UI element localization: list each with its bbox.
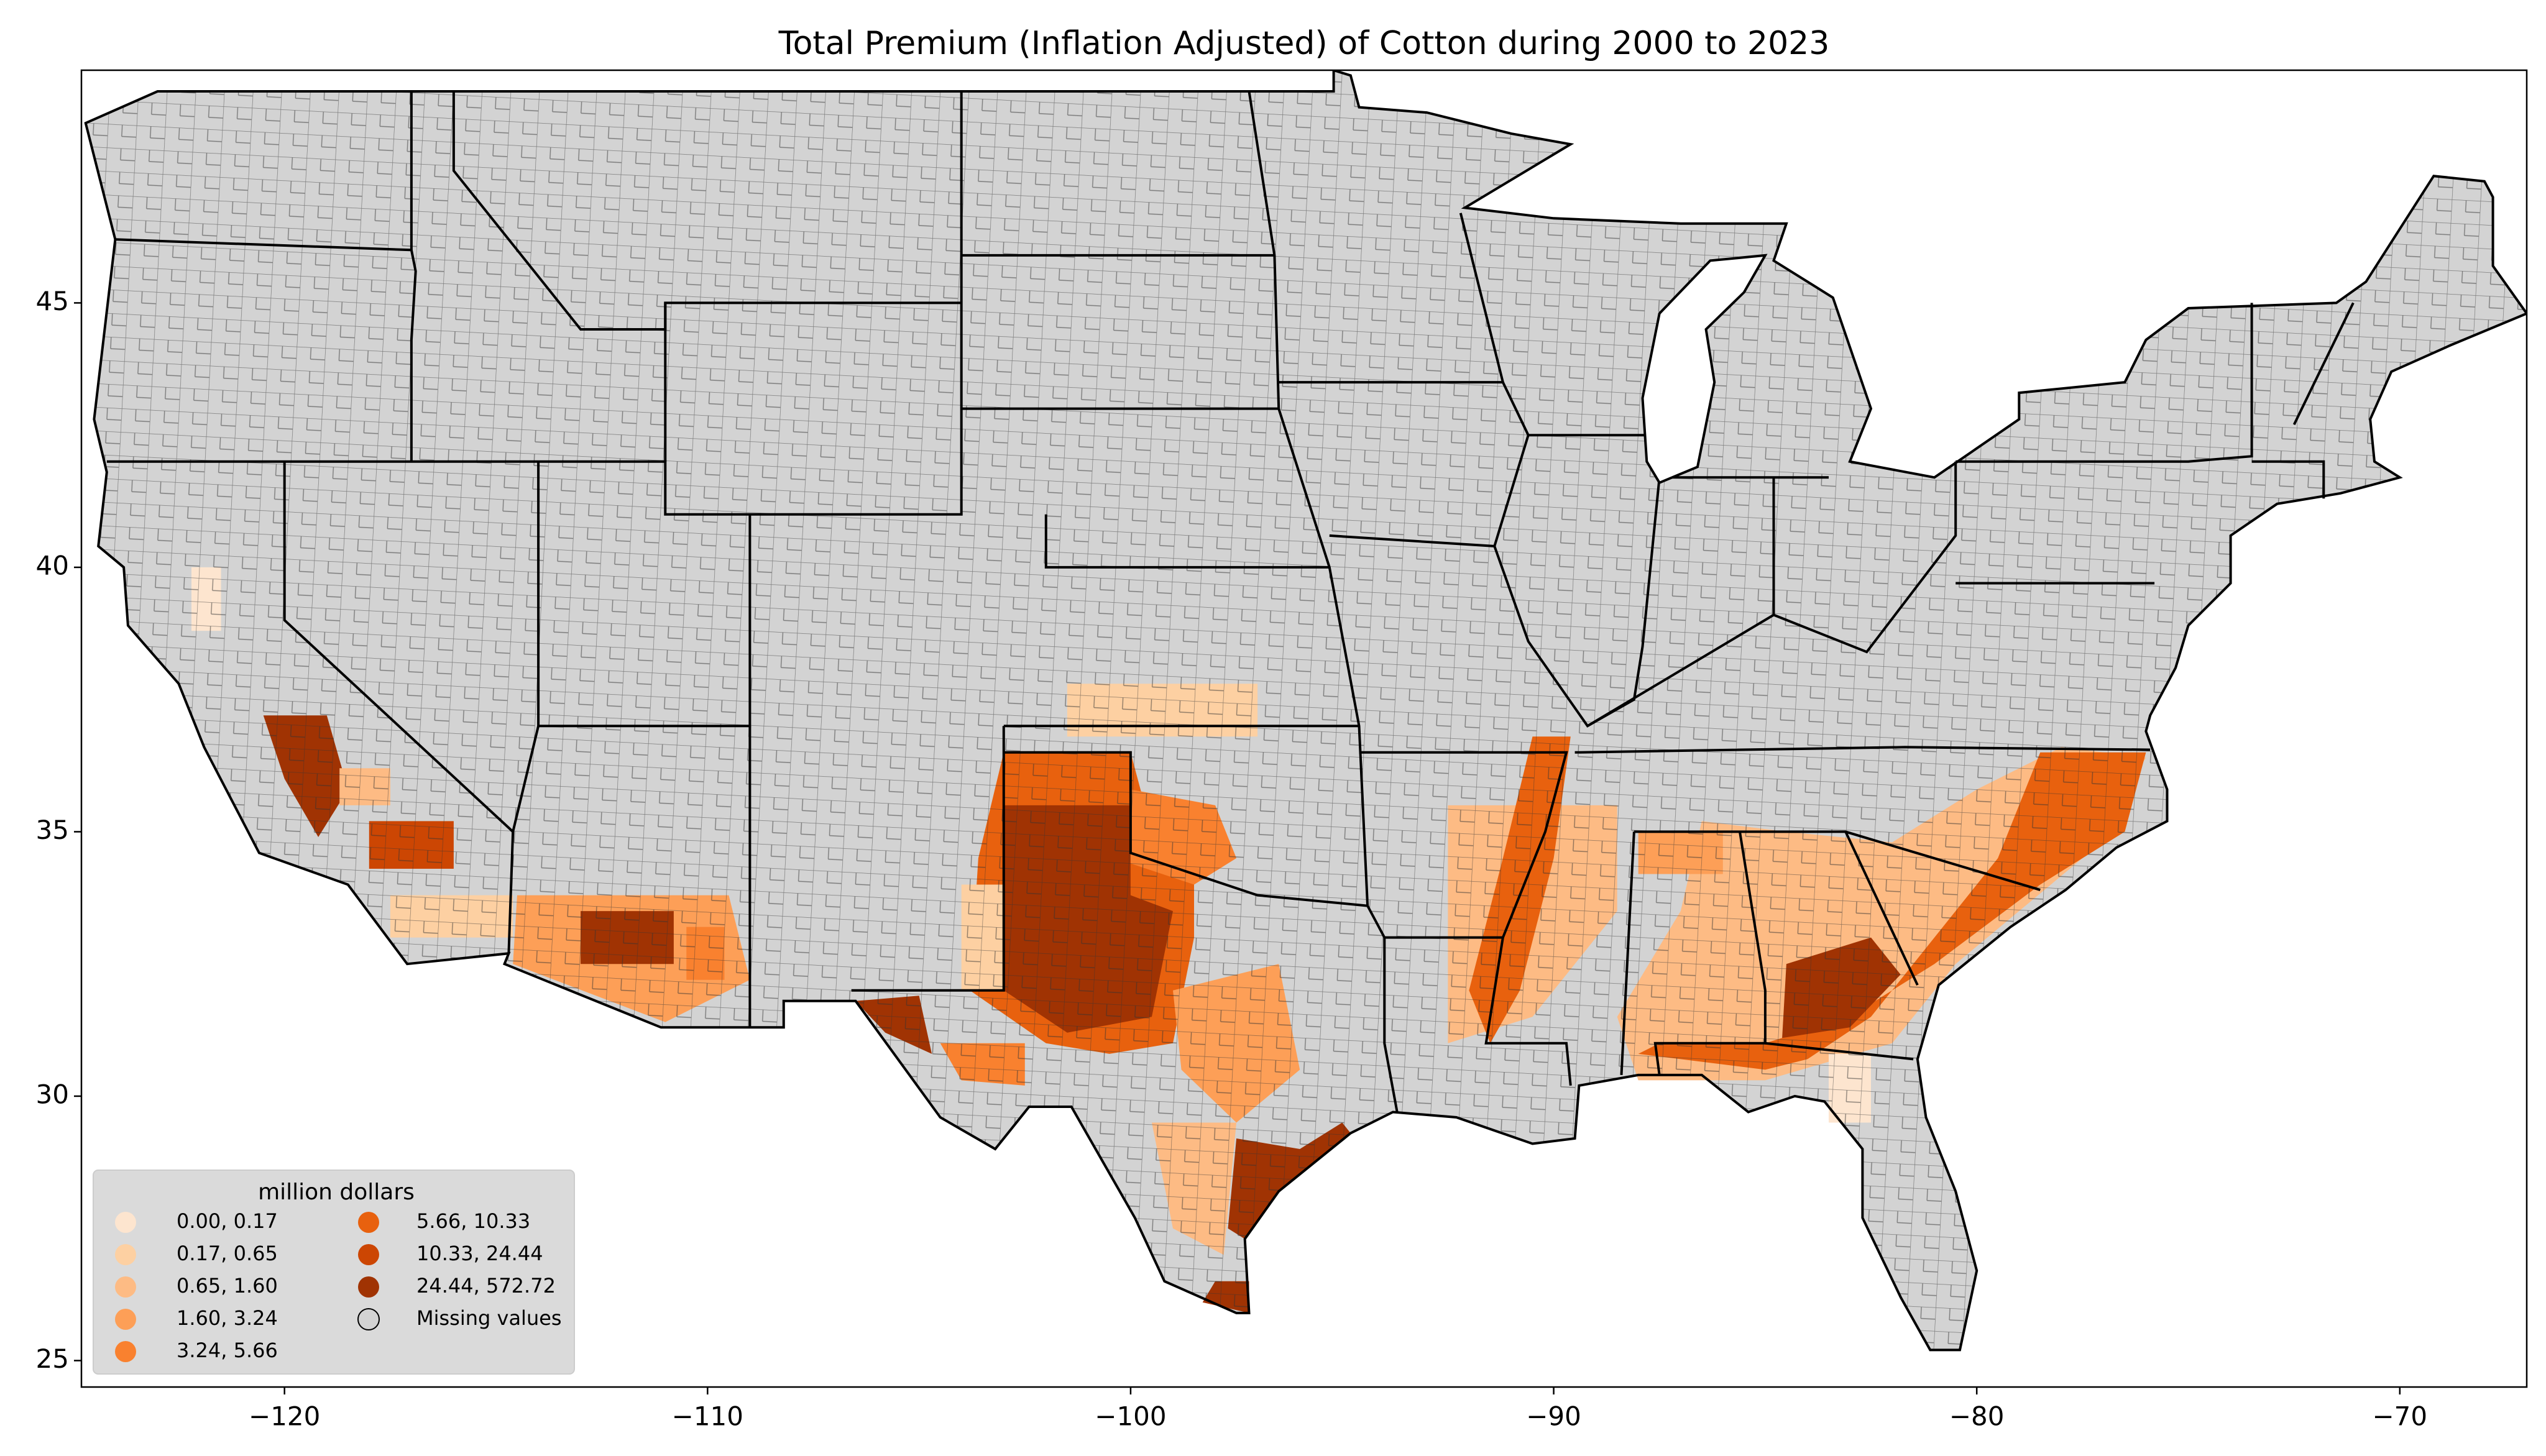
x-tick-label: −100 [1095,1401,1166,1432]
state-border [537,461,751,728]
state-border [1574,746,2151,754]
state-border [2292,302,2355,426]
state-border [1586,461,1957,727]
state-border [106,91,963,516]
y-tick-label: 45 [36,286,69,316]
legend-label: Missing values [416,1306,562,1330]
chart-title: Total Premium (Inflation Adjusted) of Co… [778,25,1830,62]
state-border [1765,1042,1914,1061]
legend-swatch [115,1309,136,1330]
y-tick-label: 25 [36,1344,69,1374]
legend-swatch [357,1308,380,1330]
x-tick-label: −70 [2372,1401,2427,1432]
x-tick-label: −90 [1526,1401,1581,1432]
state-border [1459,213,1504,383]
legend-swatch [115,1341,136,1362]
state-border [410,249,417,462]
state-border [1044,514,1330,569]
legend-label: 5.66, 10.33 [416,1209,530,1233]
legend-swatch [358,1276,379,1298]
legend-label: 3.24, 5.66 [177,1339,278,1362]
state-border [851,726,1005,992]
legend-label: 0.65, 1.60 [177,1274,278,1298]
state-border [1248,91,1369,906]
x-tick-label: −120 [249,1401,320,1432]
legend-label: 24.44, 572.72 [416,1274,556,1298]
state-border [1844,831,1919,986]
y-tick-label: 40 [36,550,69,580]
state-border [2251,460,2325,499]
state-border [1955,303,2253,463]
x-tick-label: −110 [672,1401,743,1432]
legend-label: 0.00, 0.17 [177,1209,278,1233]
legend-swatch [358,1212,379,1233]
state-border [1634,830,2041,892]
state-border [283,461,514,833]
y-tick-label: 30 [36,1079,69,1109]
legend-box [93,1170,575,1375]
legend-label: 0.17, 0.65 [177,1242,278,1265]
plot-frame [80,69,2528,1388]
x-tick-label: −80 [1949,1401,2005,1432]
y-tick-label: 35 [36,815,69,845]
legend-swatch [115,1244,136,1265]
legend-swatch [115,1276,136,1298]
state-border [452,91,962,331]
state-border [507,725,540,954]
legend-swatch [358,1244,379,1265]
legend-swatch [115,1212,136,1233]
legend-label: 10.33, 24.44 [416,1242,543,1265]
state-border [1620,831,1635,1076]
state-border [1003,751,1399,1112]
legend: million dollars 0.00, 0.17 0.17, 0.65 0.65,… [93,1170,575,1375]
land [84,70,2527,1352]
lake [1641,254,1768,485]
legend-title: million dollars [258,1179,415,1205]
legend-label: 1.60, 3.24 [177,1306,278,1330]
